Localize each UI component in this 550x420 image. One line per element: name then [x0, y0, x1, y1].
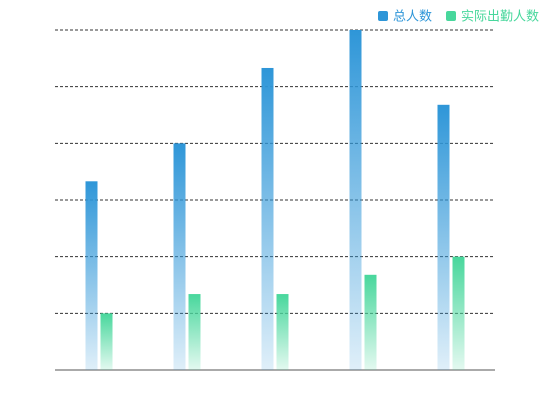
- bar: [188, 294, 201, 370]
- bar: [173, 143, 186, 370]
- bar: [85, 181, 98, 370]
- bar: [364, 274, 377, 370]
- legend-swatch: [446, 11, 456, 21]
- bar: [276, 294, 289, 370]
- bar: [437, 104, 450, 371]
- legend-swatch: [378, 11, 388, 21]
- legend-label: 实际出勤人数: [461, 10, 539, 25]
- bar: [261, 67, 274, 370]
- bar: [349, 30, 362, 370]
- bar: [452, 256, 465, 370]
- legend-label: 总人数: [393, 10, 432, 25]
- bar: [100, 313, 113, 370]
